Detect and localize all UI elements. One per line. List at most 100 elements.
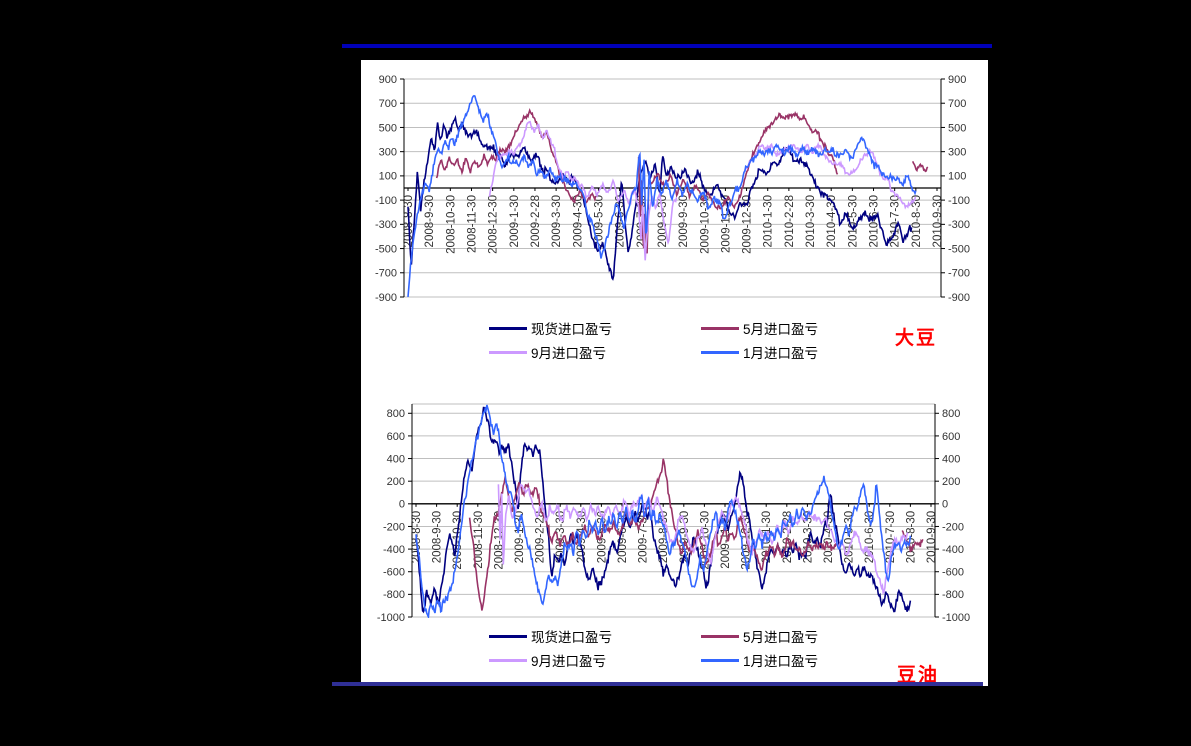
svg-text:100: 100: [948, 171, 966, 183]
svg-text:-700: -700: [948, 268, 970, 280]
svg-text:2009-4-30: 2009-4-30: [572, 195, 584, 247]
svg-text:2010-5-30: 2010-5-30: [847, 195, 859, 247]
legend-line-swatch: [701, 634, 739, 638]
svg-text:2008-11-30: 2008-11-30: [473, 511, 485, 569]
legend-label: 5月进口盈亏: [743, 630, 819, 645]
svg-text:300: 300: [379, 147, 397, 159]
svg-text:600: 600: [387, 431, 405, 443]
svg-text:2010-9-30: 2010-9-30: [932, 195, 944, 247]
svg-text:2009-5-30: 2009-5-30: [596, 511, 608, 563]
legend-item-sep: 9月进口盈亏: [489, 342, 701, 362]
legend-label: 9月进口盈亏: [531, 654, 607, 669]
legend-item-spot: 现货进口盈亏: [489, 318, 701, 338]
legend-item-sep: 9月进口盈亏: [489, 650, 701, 670]
svg-text:2008-12-30: 2008-12-30: [488, 195, 500, 254]
series-line-1-3-0: [415, 404, 912, 618]
series-line-0-1-1: [637, 111, 839, 254]
svg-text:200: 200: [942, 476, 960, 488]
series-line-1-1-0: [468, 458, 837, 611]
legend-line-swatch: [489, 634, 527, 638]
svg-text:-400: -400: [942, 544, 964, 556]
svg-text:700: 700: [948, 98, 966, 110]
legend-item-jan: 1月进口盈亏: [701, 342, 879, 362]
svg-text:200: 200: [387, 476, 405, 488]
legend-line-swatch: [701, 350, 739, 354]
legend-line-swatch: [701, 658, 739, 662]
legend-label: 9月进口盈亏: [531, 346, 607, 361]
svg-text:-300: -300: [948, 219, 970, 231]
svg-text:2010-2-28: 2010-2-28: [784, 195, 796, 247]
svg-text:0: 0: [399, 499, 405, 511]
svg-text:-500: -500: [375, 243, 397, 255]
legend-item-spot: 现货进口盈亏: [489, 626, 701, 646]
legend-item-may: 5月进口盈亏: [701, 318, 879, 338]
svg-text:-300: -300: [375, 219, 397, 231]
svg-text:2010-8-30: 2010-8-30: [911, 195, 923, 247]
legend-line-swatch: [489, 350, 527, 354]
svg-text:2009-6-30: 2009-6-30: [617, 511, 629, 563]
svg-text:-500: -500: [948, 243, 970, 255]
svg-text:-800: -800: [942, 589, 964, 601]
svg-text:800: 800: [942, 408, 960, 420]
svg-text:900: 900: [379, 74, 397, 86]
svg-text:-800: -800: [383, 589, 405, 601]
chart2-caption-soyoil: 豆油: [897, 665, 940, 686]
svg-text:900: 900: [948, 74, 966, 86]
svg-text:2009-1-30: 2009-1-30: [509, 195, 521, 247]
series-line-0-1-2: [911, 160, 929, 173]
svg-text:-1000: -1000: [377, 612, 405, 624]
svg-text:2010-9-30: 2010-9-30: [926, 511, 938, 563]
svg-text:-900: -900: [375, 292, 397, 304]
chart1-caption-soybean: 大豆: [895, 328, 938, 349]
legend-label: 现货进口盈亏: [531, 630, 612, 645]
svg-text:800: 800: [387, 408, 405, 420]
svg-text:500: 500: [948, 122, 966, 134]
chart2-legend: 现货进口盈亏 5月进口盈亏 9月进口盈亏 1月进口盈亏: [489, 626, 879, 670]
svg-text:2010-8-30: 2010-8-30: [905, 511, 917, 563]
series-line-0-1-0: [435, 108, 597, 204]
svg-text:400: 400: [942, 453, 960, 465]
series-line-0-3-0: [407, 94, 917, 297]
svg-text:2009-2-28: 2009-2-28: [535, 511, 547, 563]
report-paper: 900 700 500 300 100 -100 -300 -500 -700 -900 900 70…: [361, 60, 988, 686]
soyoil-import-profit-chart: 800 600 400 200 0 -200 -400 -600 -800 -1000 800 600…: [377, 403, 970, 624]
svg-text:500: 500: [379, 122, 397, 134]
series-line-0-2-1: [743, 141, 917, 210]
bottom-divider-rule: [332, 682, 983, 686]
svg-text:2008-9-30: 2008-9-30: [424, 195, 436, 247]
series-line-1-0-0: [415, 406, 912, 614]
svg-text:100: 100: [379, 171, 397, 183]
svg-text:600: 600: [942, 431, 960, 443]
svg-text:0: 0: [942, 499, 948, 511]
svg-text:-200: -200: [942, 521, 964, 533]
svg-text:-600: -600: [383, 567, 405, 579]
svg-text:2010-3-30: 2010-3-30: [805, 195, 817, 247]
legend-label: 1月进口盈亏: [743, 654, 819, 669]
svg-text:2008-10-30: 2008-10-30: [445, 195, 457, 254]
svg-text:2009-12-30: 2009-12-30: [742, 195, 754, 254]
svg-text:-100: -100: [948, 195, 970, 207]
svg-text:2008-9-30: 2008-9-30: [432, 511, 444, 563]
legend-label: 1月进口盈亏: [743, 346, 819, 361]
svg-text:-100: -100: [375, 195, 397, 207]
svg-text:-700: -700: [375, 268, 397, 280]
legend-line-swatch: [701, 326, 739, 330]
svg-text:2009-5-30: 2009-5-30: [593, 195, 605, 247]
svg-text:2008-8-30: 2008-8-30: [411, 511, 423, 563]
svg-text:-900: -900: [948, 292, 970, 304]
legend-label: 现货进口盈亏: [531, 322, 612, 337]
svg-text:300: 300: [948, 147, 966, 159]
svg-text:2009-10-30: 2009-10-30: [699, 195, 711, 254]
legend-item-jan: 1月进口盈亏: [701, 650, 879, 670]
svg-text:700: 700: [379, 98, 397, 110]
svg-text:-1000: -1000: [942, 612, 970, 624]
svg-text:-600: -600: [942, 567, 964, 579]
series-line-0-2-0: [488, 120, 678, 261]
svg-text:2009-8-30: 2009-8-30: [658, 511, 670, 563]
svg-text:2009-3-30: 2009-3-30: [551, 195, 563, 247]
svg-text:2009-9-30: 2009-9-30: [678, 195, 690, 247]
legend-line-swatch: [489, 326, 527, 330]
svg-text:2008-11-30: 2008-11-30: [467, 195, 479, 253]
svg-text:2010-1-30: 2010-1-30: [763, 195, 775, 247]
